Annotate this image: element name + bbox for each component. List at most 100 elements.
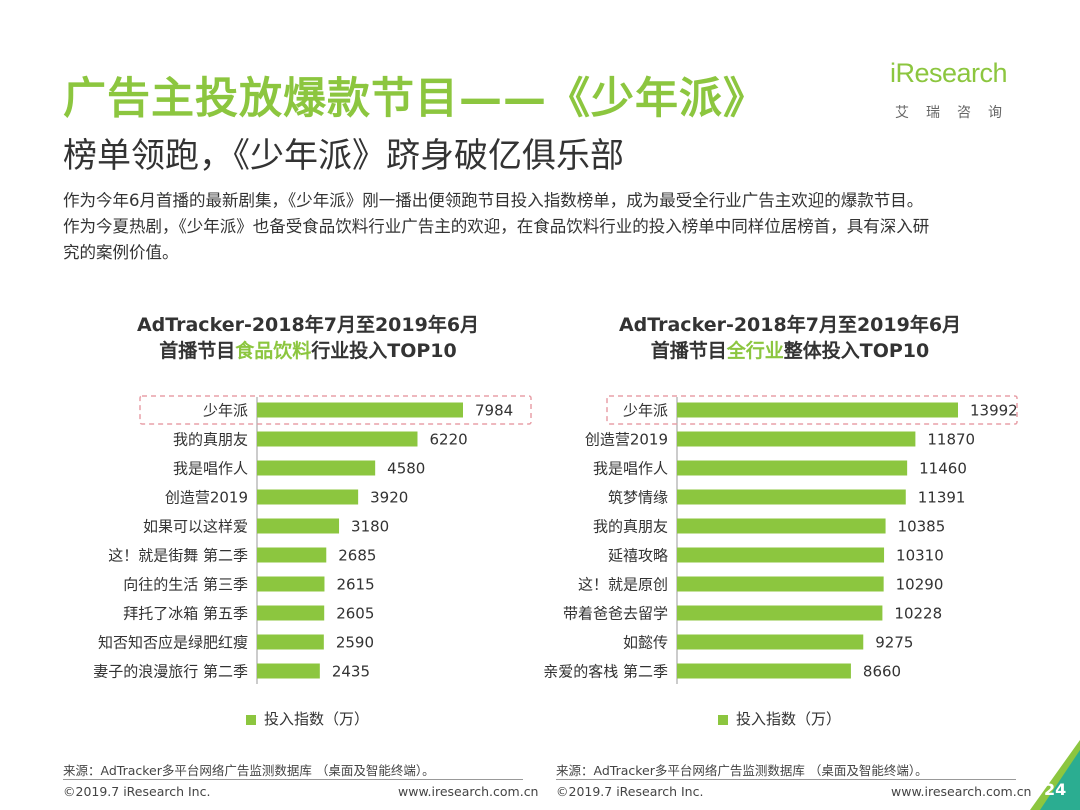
description: 作为今年6月首播的最新剧集，《少年派》刚一播出便领跑节目投入指数榜单，成为最受全…: [63, 188, 1043, 266]
bar: [677, 460, 908, 476]
description-line: 作为今夏热剧，《少年派》也备受食品饮料行业广告主的欢迎，在食品饮料行业的投入榜单…: [63, 217, 930, 236]
bar: [677, 489, 906, 505]
bar: [257, 431, 418, 447]
chart-title-line1: AdTracker-2018年7月至2019年6月: [136, 314, 480, 336]
copyright-left: ©2019.7 iResearch Inc.: [63, 784, 211, 799]
category-label: 我是唱作人: [173, 460, 248, 478]
value-label: 2605: [336, 605, 374, 623]
legend-all: 投入指数（万）: [718, 708, 841, 729]
value-label: 10290: [896, 576, 944, 594]
bar: [257, 663, 320, 679]
bar: [257, 576, 325, 592]
legend-swatch: [246, 714, 256, 725]
bar: [257, 518, 340, 534]
bar: [677, 605, 883, 621]
legend-label: 投入指数（万）: [264, 710, 370, 728]
value-label: 4580: [387, 460, 425, 478]
source-note-right: 来源：AdTracker多平台网络广告监测数据库 （桌面及智能终端）。: [556, 763, 928, 778]
bar: [257, 489, 359, 505]
bar: [257, 634, 324, 650]
source-note-left: 来源：AdTracker多平台网络广告监测数据库 （桌面及智能终端）。: [63, 763, 435, 778]
category-label: 拜托了冰箱 第五季: [123, 605, 248, 623]
highlight-box: [606, 395, 1018, 425]
page-subtitle: 榜单领跑，《少年派》跻身破亿俱乐部: [63, 136, 624, 176]
value-label: 2435: [332, 663, 370, 681]
footer-divider: [556, 779, 1016, 780]
category-label: 如懿传: [623, 634, 668, 652]
value-label: 11391: [918, 489, 966, 507]
value-label: 2590: [336, 634, 374, 652]
value-label: 3920: [370, 489, 408, 507]
value-label: 13992: [970, 402, 1018, 420]
bar: [677, 402, 958, 418]
bar: [677, 634, 864, 650]
bar: [677, 431, 916, 447]
value-label: 8660: [863, 663, 901, 681]
chart-title-line2: 首播节目食品饮料行业投入TOP10: [98, 338, 518, 364]
website-right: www.iresearch.com.cn: [891, 784, 1032, 799]
logo-wordmark: iResearch: [890, 58, 1008, 88]
description-line: 究的案例价值。: [63, 243, 179, 262]
chart-title-line1: AdTracker-2018年7月至2019年6月: [618, 314, 962, 336]
logo-tagline: 艾瑞咨询: [895, 105, 1019, 121]
bar: [677, 547, 885, 563]
copyright-right: ©2019.7 iResearch Inc.: [556, 784, 704, 799]
value-label: 2615: [336, 576, 374, 594]
category-label: 创造营2019: [585, 431, 668, 449]
footer-divider: [63, 779, 523, 780]
value-label: 9275: [875, 634, 913, 652]
category-label: 我是唱作人: [593, 460, 668, 478]
value-label: 11870: [927, 431, 975, 449]
bar: [257, 547, 327, 563]
legend-food: 投入指数（万）: [246, 708, 369, 729]
page-title: 广告主投放爆款节目——《少年派》: [63, 74, 767, 124]
highlight-box: [139, 395, 532, 425]
bar: [677, 663, 851, 679]
page-number: 24: [1044, 780, 1067, 799]
legend-swatch: [718, 714, 728, 725]
value-label: 10310: [896, 547, 944, 565]
bar: [257, 460, 376, 476]
category-label: 妻子的浪漫旅行 第二季: [93, 663, 248, 681]
value-label: 6220: [429, 431, 467, 449]
description-line: 作为今年6月首播的最新剧集，《少年派》刚一播出便领跑节目投入指数榜单，成为最受全…: [63, 191, 924, 210]
chart-title-line2: 首播节目全行业整体投入TOP10: [580, 338, 1000, 364]
value-label: 10228: [894, 605, 942, 623]
category-label: 知否知否应是绿肥红瘦: [98, 634, 248, 652]
bar: [677, 576, 884, 592]
bar: [677, 518, 886, 534]
value-label: 11460: [919, 460, 967, 478]
chart-title-prefix: 首播节目: [159, 340, 236, 362]
category-label: 少年派: [623, 402, 668, 420]
chart-title-highlight: 食品饮料: [235, 340, 312, 362]
category-label: 创造营2019: [165, 489, 248, 507]
corner-decoration: [1030, 740, 1080, 810]
category-label: 这！就是街舞 第二季: [108, 547, 248, 565]
value-label: 2685: [338, 547, 376, 565]
category-label: 如果可以这样爱: [143, 518, 248, 536]
category-label: 延禧攻略: [608, 547, 668, 565]
value-label: 10385: [898, 518, 946, 536]
chart-title-suffix: 行业投入TOP10: [311, 340, 457, 362]
value-label: 7984: [475, 402, 513, 420]
chart-title-highlight: 全行业: [726, 340, 784, 362]
category-label: 亲爱的客栈 第二季: [543, 663, 668, 681]
category-label: 我的真朋友: [593, 518, 668, 536]
iresearch-logo: iResearch 艾瑞咨询: [890, 58, 1030, 128]
category-label: 我的真朋友: [173, 431, 248, 449]
category-label: 带着爸爸去留学: [563, 605, 668, 623]
bar: [257, 605, 325, 621]
category-label: 筑梦情缘: [608, 489, 668, 507]
chart-title-all: AdTracker-2018年7月至2019年6月 首播节目全行业整体投入TOP…: [580, 312, 1000, 364]
chart-title-food: AdTracker-2018年7月至2019年6月 首播节目食品饮料行业投入TO…: [98, 312, 518, 364]
category-label: 向往的生活 第三季: [123, 576, 248, 594]
website-left: www.iresearch.com.cn: [398, 784, 539, 799]
category-label: 少年派: [203, 402, 248, 420]
bar: [257, 402, 463, 418]
chart-title-suffix: 整体投入TOP10: [783, 340, 930, 362]
legend-label: 投入指数（万）: [736, 710, 842, 728]
value-label: 3180: [351, 518, 389, 536]
chart-title-prefix: 首播节目: [650, 340, 727, 362]
